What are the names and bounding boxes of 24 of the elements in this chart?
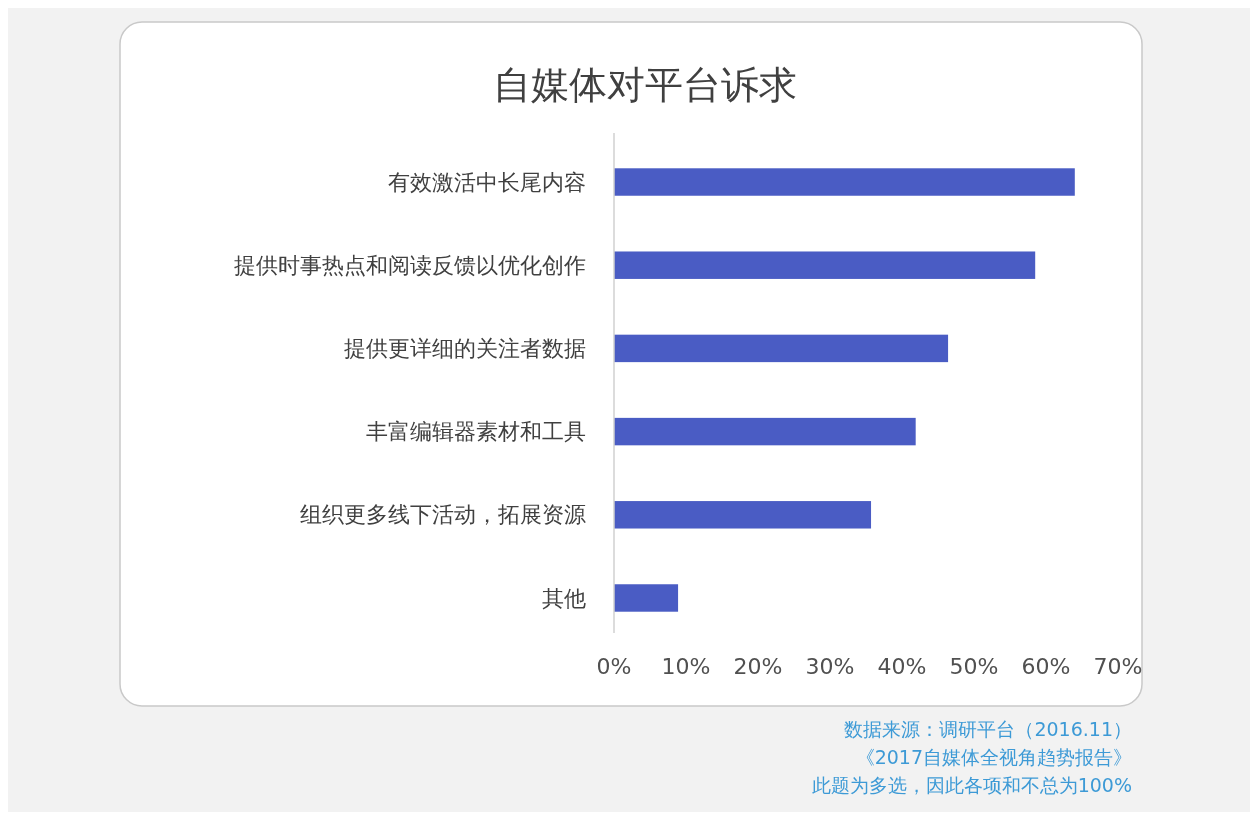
x-tick-label: 10% [661, 653, 711, 679]
x-tick-label: 20% [733, 653, 783, 679]
x-tick-label: 60% [1021, 653, 1071, 679]
y-tick-label: 丰富编辑器素材和工具 [366, 419, 586, 445]
x-tick-label: 40% [877, 653, 927, 679]
source-note: 数据来源：调研平台（2016.11） [844, 718, 1132, 740]
bar [614, 251, 1036, 279]
chart-title: 自媒体对平台诉求 [493, 63, 797, 107]
y-tick-label: 组织更多线下活动，拓展资源 [300, 502, 586, 528]
x-tick-label: 70% [1093, 653, 1143, 679]
y-tick-label: 提供更详细的关注者数据 [344, 336, 586, 362]
bar [614, 584, 679, 612]
bar [614, 501, 872, 529]
x-tick-label: 30% [805, 653, 855, 679]
text: 此题为多选，因此各项和不总为100% [811, 774, 1132, 796]
text: 《2017自媒体全视角趋势报告》 [855, 746, 1132, 768]
y-tick-label: 有效激活中长尾内容 [388, 169, 586, 195]
bar [614, 168, 1075, 196]
x-tick-label: 50% [949, 653, 999, 679]
x-tick-label: 0% [596, 653, 632, 679]
bar [614, 417, 916, 446]
y-tick-label: 其他 [542, 585, 586, 611]
bar [614, 334, 949, 363]
y-tick-label: 提供时事热点和阅读反馈以优化创作 [234, 252, 586, 278]
